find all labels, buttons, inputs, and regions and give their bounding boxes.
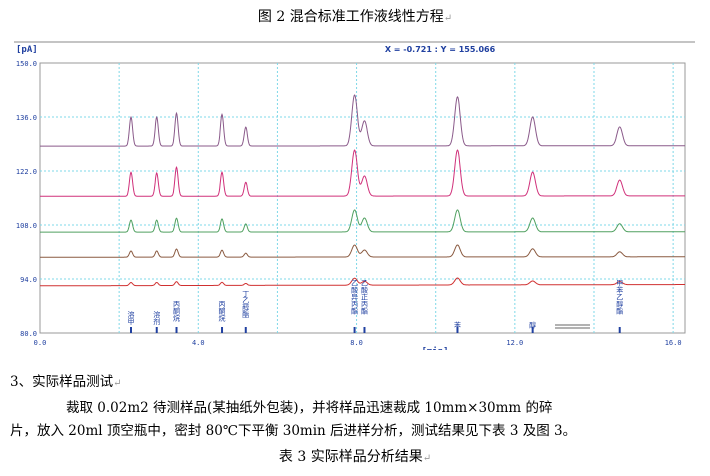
x-tick-label: 8.0 [350,339,363,347]
peak-label: 苯 [453,321,461,330]
x-tick-label: 4.0 [192,339,205,347]
cursor-readout: X = -0.721 : Y = 155.066 [385,45,496,54]
y-tick-label: 80.0 [20,330,37,338]
table-caption: 表 3 实际样品分析结果↵ [278,449,432,465]
figure-caption: 图 2 混合标准工作液线性方程↵ [257,9,453,25]
y-axis-label: [pA] [16,45,38,55]
y-tick-label: 136.0 [16,114,37,122]
y-tick-label: 122.0 [16,168,37,176]
paragraph-line-1: 裁取 0.02m2 待测样品(某抽纸外包装)，并将样品迅速裁成 10mm×30m… [66,400,553,416]
peak-label: 甲苯乙醇酯 [616,280,624,316]
peak-label: 醇 [529,321,537,330]
trace-1 [40,94,685,147]
peak-label: 乙酸异丙酯 [351,280,359,316]
peak-label: 溶剂 [153,310,161,326]
trace-5 [40,277,685,287]
x-tick-label: 12.0 [506,339,523,347]
y-tick-label: 94.0 [20,276,37,284]
trace-3 [40,209,685,233]
x-axis-label: [min] [421,346,448,350]
y-tick-label: 108.0 [16,222,37,230]
peak-label: 丁乙醇酯 [242,290,250,319]
trace-2 [40,149,685,197]
x-tick-label: 16.0 [665,339,682,347]
y-tick-label: 150.0 [16,60,37,68]
trace-4 [40,244,685,258]
plot-frame [39,62,686,334]
peak-label: 丙酮烷 [173,301,181,323]
peak-label: 乙酸正丙酯 [360,280,368,316]
peak-label: 丙酮烷 [218,301,226,323]
chromatogram: [pA] X = -0.721 : Y = 155.066 150.0 136.0 12… [14,41,695,350]
x-tick-label: 0.0 [34,339,47,347]
peak-label: 溶甲 [127,310,135,326]
paragraph-line-2: 片，放入 20ml 顶空瓶中，密封 80℃下平衡 30min 后进样分析，测试结… [10,423,577,439]
section-heading: 3、实际样品测试↵ [10,374,122,390]
